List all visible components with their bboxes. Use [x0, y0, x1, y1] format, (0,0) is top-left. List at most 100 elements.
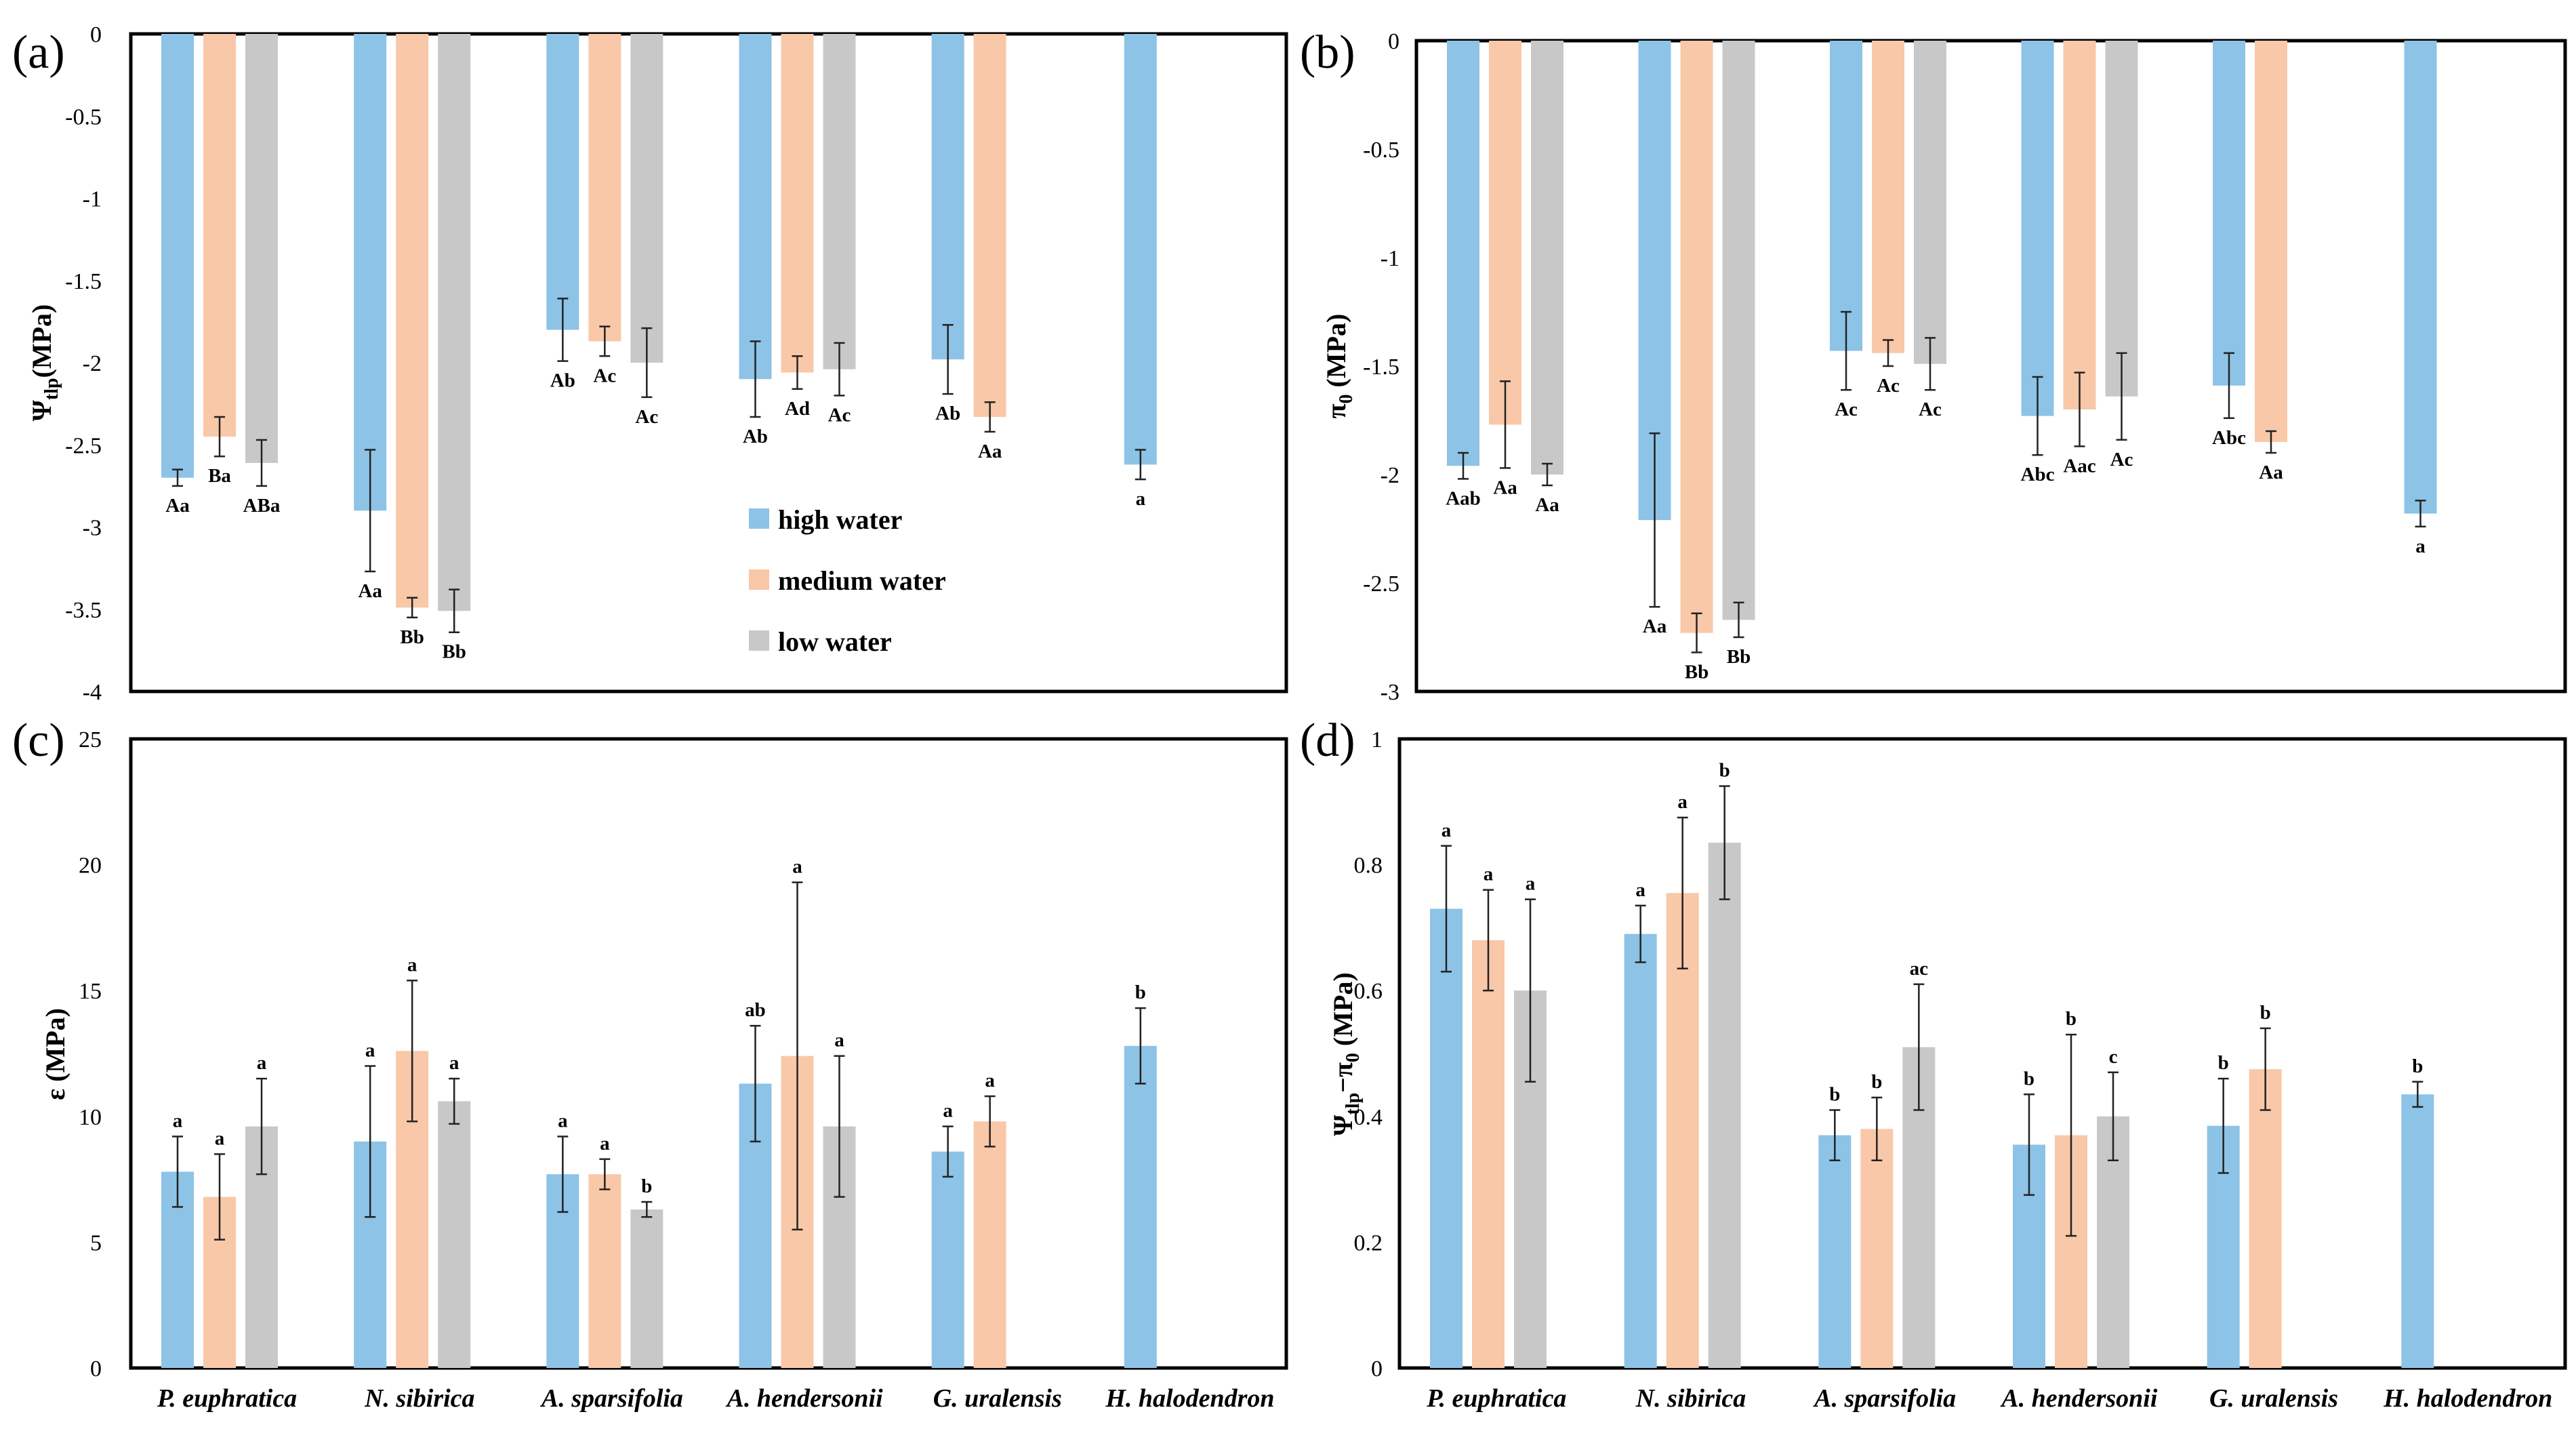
panel-d-ylabel: Ψtlp−π0 (MPa): [1328, 972, 1364, 1135]
category-label: P. euphratica: [1426, 1384, 1566, 1413]
bar-high-water: [1124, 34, 1157, 465]
panel-c-ytick: 15: [79, 979, 102, 1004]
significance-label: Aa: [165, 495, 190, 517]
bar-medium-water: [973, 1121, 1006, 1368]
panel-a-ytick: -2: [83, 351, 102, 376]
bar-low-water: [1914, 41, 1946, 364]
legend-swatch-medium: [749, 569, 769, 590]
panel-a-ytick: -3.5: [65, 598, 102, 623]
significance-label: Ac: [635, 406, 658, 428]
significance-label: Aa: [1535, 494, 1559, 516]
bar-low-water: [1722, 41, 1755, 620]
bar-low-water: [245, 34, 278, 463]
significance-label: b: [1871, 1071, 1882, 1093]
panel-b-yticks: 0 -0.5 -1 -1.5 -2 -2.5 -3: [1363, 29, 1399, 705]
significance-label: Bb: [400, 626, 424, 648]
bar-medium-water: [781, 34, 814, 373]
bar-low-water: [1531, 41, 1563, 475]
panel-c-categories: P. euphratica N. sibirica A. sparsifolia A.…: [157, 1384, 1275, 1413]
significance-label: Ac: [828, 405, 851, 426]
significance-label: a: [1526, 873, 1536, 895]
panel-b-ytick: -0.5: [1363, 138, 1399, 163]
significance-label: c: [2109, 1046, 2118, 1068]
bar-high-water: [1830, 41, 1862, 351]
bar-high-water: [1430, 908, 1463, 1368]
significance-label: a: [1677, 791, 1688, 813]
category-label: A. hendersonii: [2000, 1384, 2158, 1413]
panel-a-bars: Aa Ba ABa Aa Bb Bb Ab Ac Ac Ab Ad Ac Ab Aa a: [161, 34, 1157, 663]
bar-high-water: [2213, 41, 2245, 386]
panel-b-ytick: -1: [1381, 246, 1399, 271]
panel-c-ylabel: ε (MPa): [40, 1008, 70, 1100]
category-label: H. halodendron: [1105, 1384, 1274, 1413]
significance-label: Aa: [978, 441, 1002, 462]
legend-item-medium-water: medium water: [778, 565, 946, 596]
significance-label: Ab: [743, 426, 768, 447]
bar-medium-water: [1472, 940, 1505, 1368]
panel-d-categories: P. euphratica N. sibirica A. sparsifolia A.…: [1426, 1384, 2552, 1413]
significance-label: b: [2066, 1008, 2077, 1030]
bar-low-water: [438, 34, 471, 611]
category-label: P. euphratica: [157, 1384, 297, 1413]
bar-medium-water: [973, 34, 1006, 418]
significance-label: a: [600, 1133, 610, 1154]
bar-high-water: [931, 34, 964, 360]
bar-medium-water: [588, 1174, 621, 1368]
panel-d-ytick: 1: [1371, 727, 1383, 752]
significance-label: ABa: [243, 495, 281, 517]
panel-d-label: (d): [1300, 714, 1355, 767]
panel-a-ytick: -1: [83, 187, 102, 212]
significance-label: b: [1135, 982, 1146, 1003]
panel-c-ytick: 25: [79, 727, 102, 752]
bar-medium-water: [588, 34, 621, 342]
significance-label: b: [2412, 1055, 2423, 1077]
significance-label: a: [2415, 536, 2426, 557]
bar-high-water: [1447, 41, 1479, 466]
panel-b: (b) π0 (MPa) 0-0.5-1-1.5-2-2.5-3 Aab AaAa…: [1300, 26, 2567, 705]
significance-label: b: [2024, 1068, 2035, 1089]
category-label: A. sparsifolia: [1813, 1384, 1956, 1413]
legend-swatch-low: [749, 630, 769, 651]
bar-medium-water: [1489, 41, 1521, 425]
bar-high-water: [161, 34, 194, 478]
bar-high-water: [1624, 933, 1657, 1368]
significance-label: Ab: [550, 370, 575, 392]
significance-label: Aab: [1446, 487, 1481, 509]
significance-label: Bb: [1727, 646, 1751, 668]
bar-high-water: [2021, 41, 2054, 416]
panel-d-frame: [1397, 737, 2567, 1370]
bar-medium-water: [1680, 41, 1713, 633]
panel-b-bars: Aab Aa Aa Aa Bb Bb Ac Ac Ac Abc Aac Ac Abc Aa a: [1446, 41, 2437, 683]
significance-label: Ac: [593, 365, 616, 386]
panel-c-ytick: 0: [90, 1356, 102, 1382]
bar-low-water: [438, 1101, 471, 1368]
significance-label: b: [2260, 1002, 2271, 1024]
bar-low-water: [630, 34, 663, 363]
significance-label: Ac: [1919, 399, 1942, 420]
bar-low-water: [823, 34, 856, 369]
category-label: G. uralensis: [2209, 1384, 2338, 1413]
bar-medium-water: [1666, 893, 1699, 1368]
panel-d-ytick: 0.6: [1354, 979, 1383, 1004]
panel-c-ytick: 10: [79, 1105, 102, 1130]
panel-a-label: (a): [12, 26, 65, 79]
bar-medium-water: [2255, 41, 2287, 442]
significance-label: Bb: [442, 641, 466, 663]
bar-high-water: [2404, 41, 2437, 514]
bar-high-water: [1124, 1045, 1157, 1368]
significance-label: Ac: [1835, 399, 1858, 420]
bar-high-water: [739, 34, 772, 380]
category-label: A. hendersonii: [725, 1384, 883, 1413]
significance-label: Ba: [208, 465, 231, 487]
bar-medium-water: [203, 34, 236, 437]
significance-label: b: [641, 1175, 652, 1197]
significance-label: a: [1136, 488, 1146, 510]
significance-label: b: [1719, 760, 1730, 782]
significance-label: Bb: [1685, 661, 1709, 683]
panel-b-ytick: -1.5: [1363, 355, 1399, 380]
significance-label: a: [834, 1030, 844, 1051]
category-label: H. halodendron: [2383, 1384, 2552, 1413]
significance-label: Ad: [785, 398, 810, 420]
